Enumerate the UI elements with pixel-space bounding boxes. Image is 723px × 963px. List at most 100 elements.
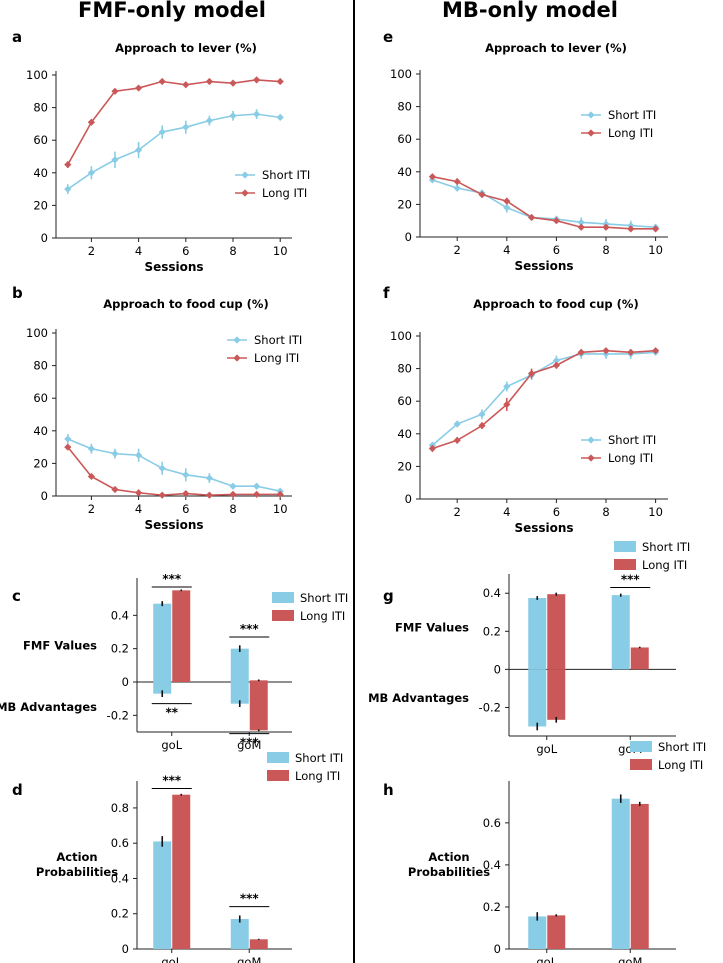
x-axis-label: Sessions [144, 260, 203, 274]
data-point [552, 356, 560, 365]
panel-label: g [383, 587, 394, 605]
y-tick-label: 80 [397, 362, 412, 376]
y-tick-label: 0.4 [111, 608, 129, 622]
legend-label: Short ITI [254, 333, 302, 347]
bar [230, 919, 249, 949]
bar [547, 594, 566, 670]
data-point [87, 169, 95, 177]
y-tick-label: 0 [405, 230, 412, 244]
legend-label: Short ITI [300, 591, 348, 605]
legend-label: Long ITI [295, 769, 340, 783]
data-point [205, 77, 213, 86]
data-point [135, 451, 143, 459]
y-tick-label: 0.2 [111, 907, 129, 921]
data-point [64, 161, 72, 169]
chart-title: Approach to food cup (%) [473, 297, 638, 311]
series-long-iti [547, 592, 649, 723]
significance-label: *** [162, 774, 182, 788]
y-tick-label: 100 [26, 68, 48, 82]
y-tick-label: 0.4 [111, 871, 129, 885]
series-line [432, 175, 656, 230]
y-axis-label-bottom: MB Advantages [368, 691, 469, 705]
chart-d: d 0 0.2 0.4 0.6 0.8 goL goM *** *** Action Probabil… [12, 751, 343, 963]
x-tick-label: goL [161, 955, 182, 963]
y-tick-label: 0.4 [483, 586, 501, 600]
legend-label: Long ITI [642, 558, 687, 572]
x-axis-label: Sessions [514, 259, 573, 273]
legend-label: Long ITI [254, 351, 299, 365]
legend-marker [587, 111, 595, 119]
x-tick-label: 4 [135, 502, 142, 516]
chart-e: e Approach to lever (%) 0 20 40 60 80 100 2 4 6 8 10… [383, 28, 668, 273]
y-tick-label: 0.2 [483, 624, 501, 638]
bar [547, 915, 566, 949]
legend-label: Long ITI [608, 126, 653, 140]
bar [528, 916, 547, 949]
bar-negative [230, 682, 249, 704]
data-point [87, 472, 95, 481]
left-column-title: FMF-only model [78, 0, 266, 22]
data-point [503, 197, 511, 205]
panel-label: f [383, 284, 390, 302]
y-tick-label: 60 [397, 132, 412, 146]
series-long-iti [64, 76, 284, 169]
data-point [205, 491, 213, 499]
data-point [652, 347, 660, 355]
legend-label: Long ITI [300, 609, 345, 623]
y-tick-label: 0.8 [111, 801, 129, 815]
data-point [478, 410, 486, 418]
bar [230, 648, 249, 682]
legend-swatch [267, 770, 289, 781]
x-tick-label: 4 [503, 505, 510, 519]
data-point [253, 110, 261, 118]
bar-negative [249, 682, 268, 731]
data-point [111, 450, 119, 458]
data-point [253, 490, 261, 498]
panel-label: b [12, 284, 23, 302]
y-tick-label: 60 [397, 394, 412, 408]
data-point [158, 128, 166, 136]
y-axis-label-top: FMF Values [395, 620, 469, 634]
significance-label: *** [621, 573, 641, 587]
series-short-iti [64, 109, 284, 194]
data-point [453, 177, 461, 186]
series-long-iti [172, 793, 268, 949]
series-short-iti [64, 434, 284, 495]
series-short-iti [528, 593, 630, 731]
data-point [453, 436, 461, 444]
significance-label: *** [240, 622, 260, 636]
data-point [253, 482, 261, 490]
legend-label: Short ITI [262, 168, 310, 182]
legend-marker [233, 354, 241, 362]
data-point [229, 112, 237, 120]
data-point [428, 444, 436, 453]
panel-label: a [12, 28, 22, 46]
data-point [503, 400, 511, 409]
legend-marker [587, 129, 595, 137]
significance-label: ** [165, 706, 178, 720]
legend-label: Long ITI [262, 186, 307, 200]
y-axis-label-line: Action [56, 850, 97, 864]
legend-swatch [614, 541, 636, 552]
chart-title: Approach to food cup (%) [103, 297, 268, 311]
x-axis-label: Sessions [514, 521, 573, 535]
data-point [627, 225, 635, 233]
legend-label: Long ITI [658, 758, 703, 772]
data-point [111, 156, 119, 164]
y-tick-label: 20 [397, 197, 412, 211]
right-column-title: MB-only model [442, 0, 618, 22]
series-long-iti [172, 589, 268, 732]
data-point [577, 223, 585, 231]
y-tick-label: 0 [122, 675, 129, 689]
legend-swatch [630, 759, 652, 770]
x-tick-label: goM [618, 955, 642, 963]
data-point [602, 223, 610, 231]
y-tick-label: 0.2 [111, 642, 129, 656]
data-point [602, 347, 610, 355]
significance-label: *** [162, 572, 182, 586]
y-tick-label: 40 [397, 427, 412, 441]
chart-a: a Approach to lever (%) 0 20 40 60 80 100 2 4 6 8 10… [12, 28, 310, 274]
panel-label: d [12, 781, 23, 799]
chart-title: Approach to lever (%) [485, 41, 627, 55]
y-tick-label: 40 [397, 165, 412, 179]
